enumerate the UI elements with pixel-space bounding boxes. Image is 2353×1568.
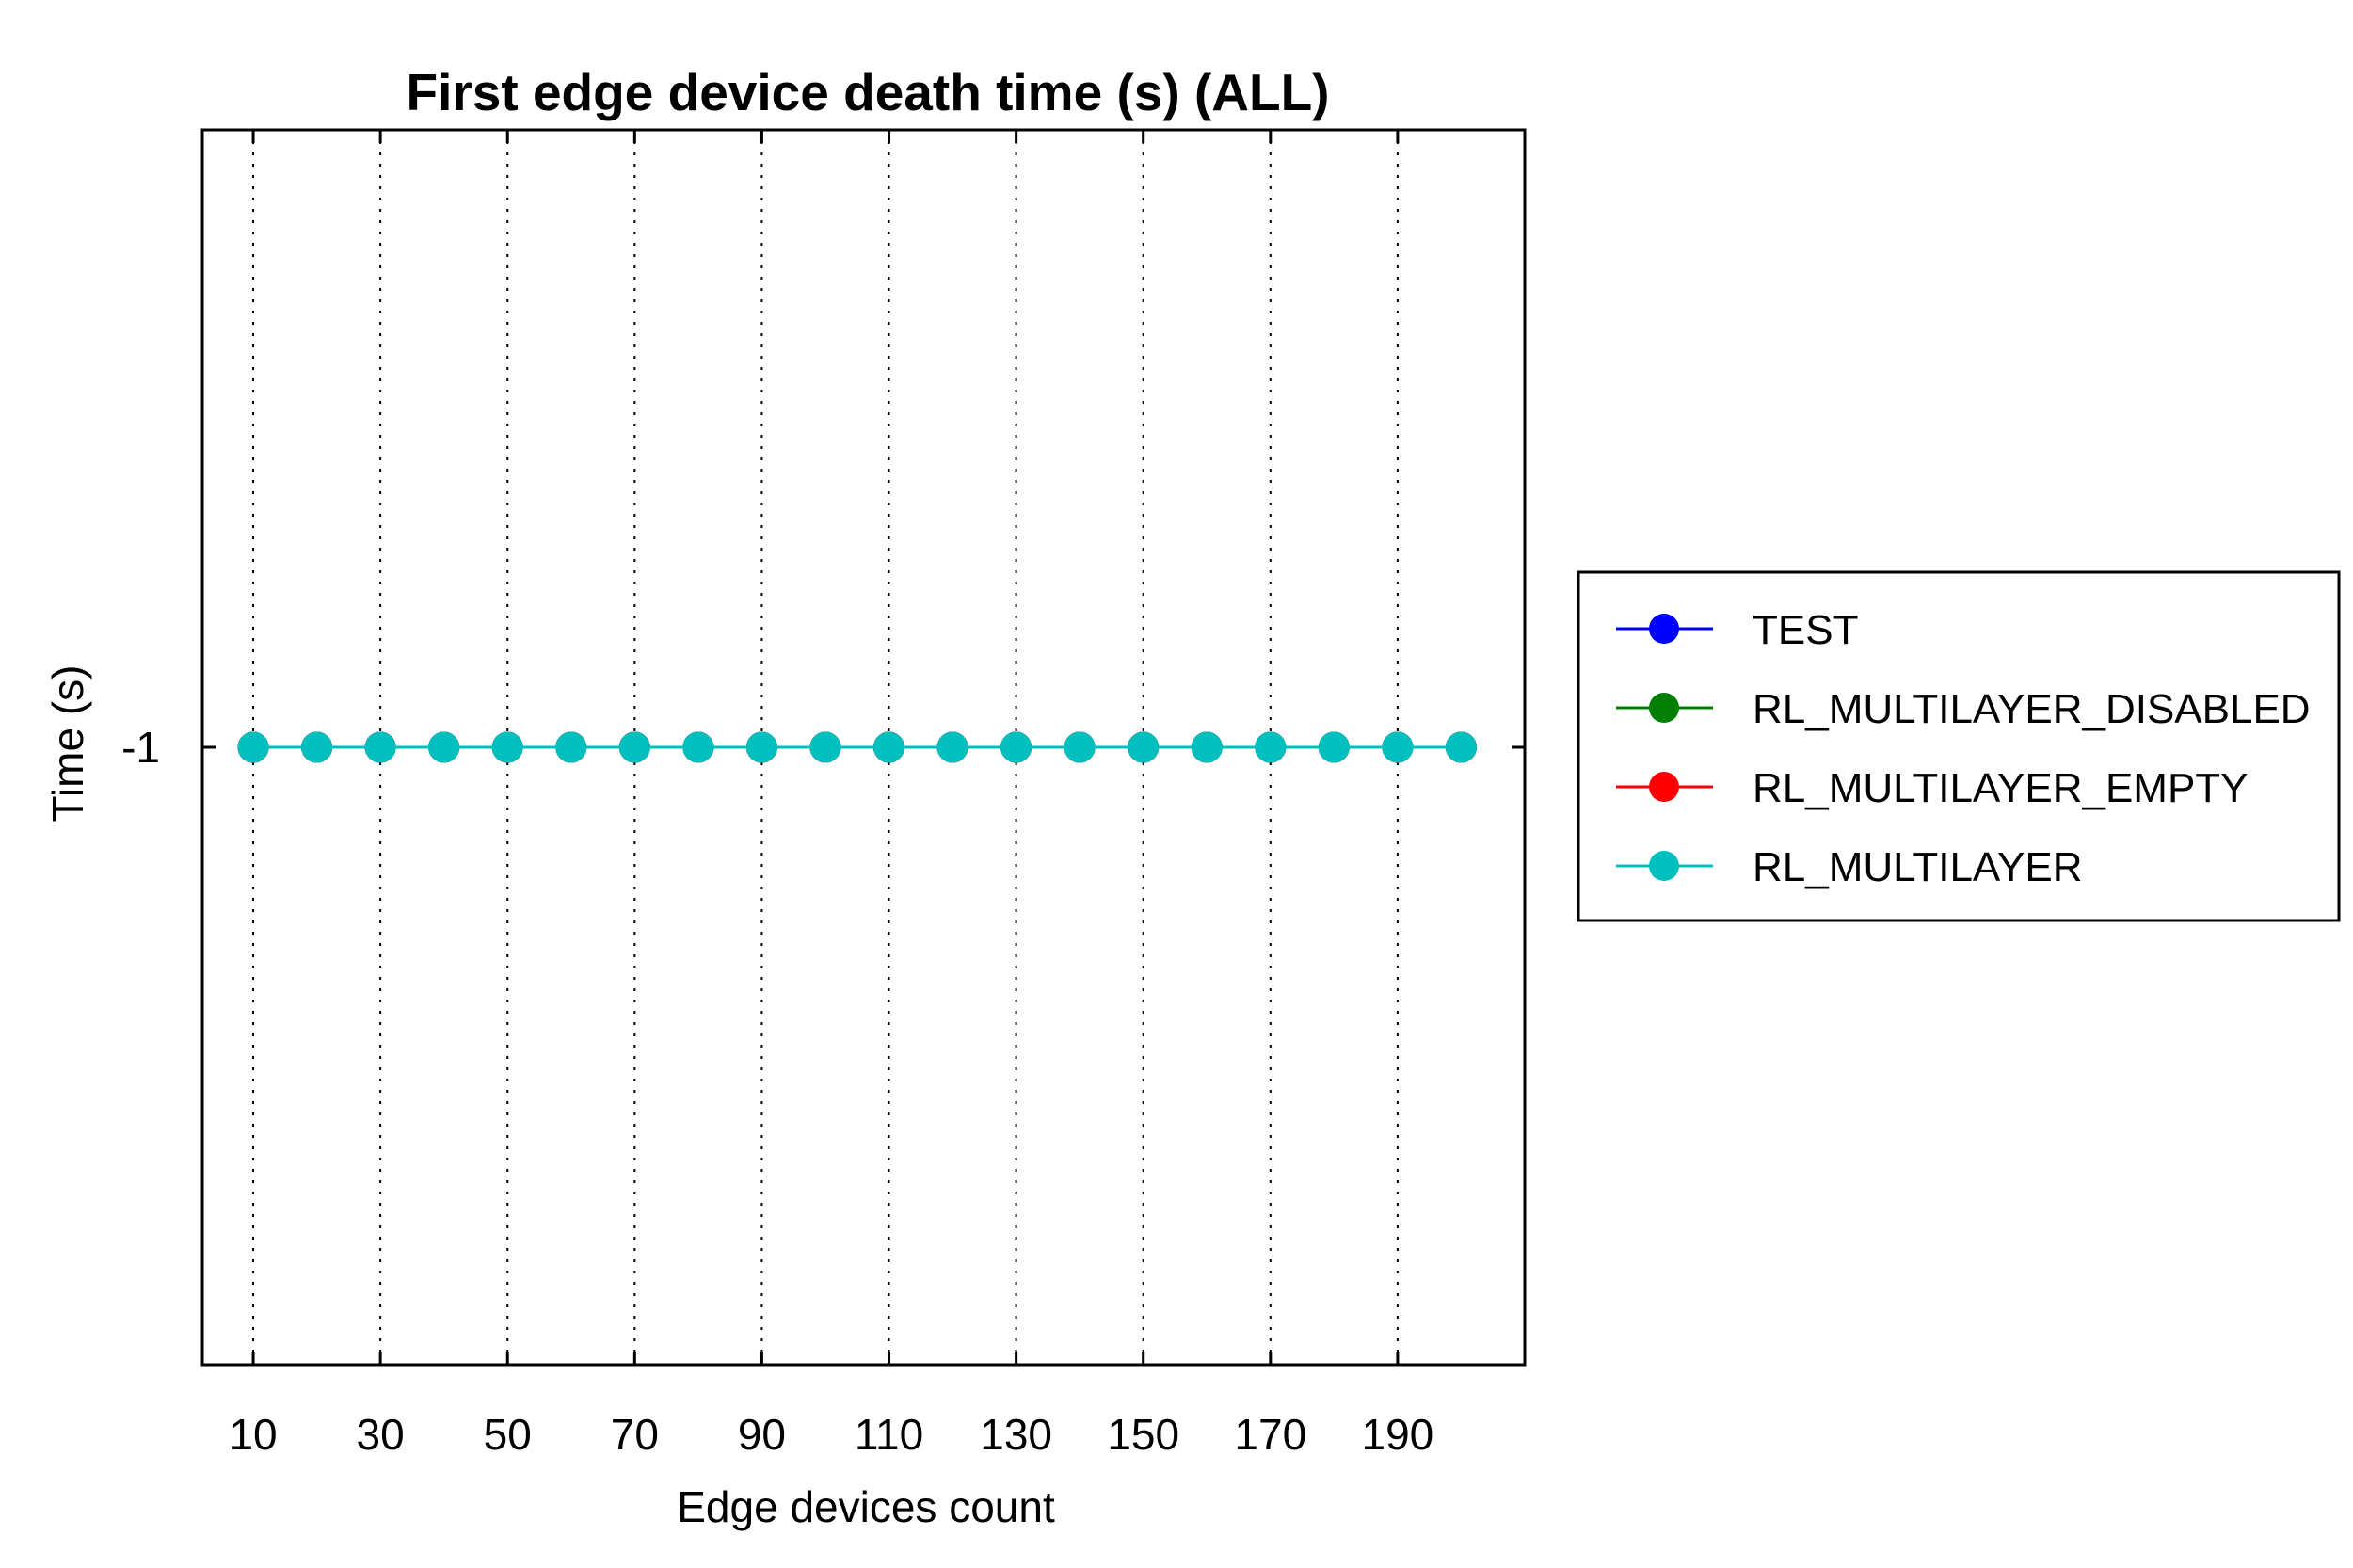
legend-item: RL_MULTILAYER (1616, 844, 2082, 890)
series-rl-multilayer (237, 731, 1477, 763)
legend-label: TEST (1753, 607, 1858, 653)
legend-marker-swatch (1649, 851, 1679, 881)
x-axis-label: Edge devices count (677, 1482, 1055, 1531)
data-point (745, 731, 777, 763)
y-tick-label: -1 (121, 723, 160, 772)
data-point (618, 731, 650, 763)
data-point (1255, 731, 1287, 763)
legend-label: RL_MULTILAYER_DISABLED (1753, 686, 2311, 732)
x-tick-label: 50 (484, 1410, 532, 1459)
data-point (682, 731, 714, 763)
legend-label: RL_MULTILAYER_EMPTY (1753, 765, 2249, 811)
data-point (364, 731, 396, 763)
data-point (1382, 731, 1414, 763)
tick-layer: 10 30 50 70 90 110 130 150 170 190 -1 (121, 130, 1525, 1459)
data-point (428, 731, 460, 763)
data-point (1318, 731, 1350, 763)
data-point (1128, 731, 1160, 763)
series-layer (237, 731, 1477, 763)
x-tick-label: 150 (1107, 1410, 1179, 1459)
x-tick-label: 30 (357, 1410, 405, 1459)
legend-label: RL_MULTILAYER (1753, 844, 2082, 890)
legend-item: RL_MULTILAYER_EMPTY (1616, 765, 2249, 811)
data-point (491, 731, 523, 763)
y-axis-label: Time (s) (43, 665, 92, 823)
grid-layer (252, 130, 1399, 1365)
legend-marker-swatch (1649, 614, 1679, 644)
legend-item: RL_MULTILAYER_DISABLED (1616, 686, 2311, 732)
data-point (237, 731, 269, 763)
legend: TEST RL_MULTILAYER_DISABLED RL_MULTILAYER_… (1577, 570, 2341, 922)
legend-marker-swatch (1649, 772, 1679, 802)
legend-marker-swatch (1649, 693, 1679, 723)
x-tick-label: 90 (738, 1410, 786, 1459)
data-point (873, 731, 905, 763)
data-point (1445, 731, 1477, 763)
data-point (809, 731, 841, 763)
data-point (936, 731, 968, 763)
x-tick-label: 130 (980, 1410, 1052, 1459)
chart-title: First edge device death time (s) (ALL) (406, 63, 1329, 121)
data-point (1064, 731, 1096, 763)
legend-item: TEST (1616, 607, 1858, 653)
x-tick-label: 10 (229, 1410, 277, 1459)
x-tick-label: 70 (611, 1410, 659, 1459)
data-point (301, 731, 333, 763)
data-point (1000, 731, 1032, 763)
x-tick-label: 190 (1362, 1410, 1434, 1459)
x-tick-label: 170 (1234, 1410, 1306, 1459)
data-point (1191, 731, 1223, 763)
legend-box (1577, 570, 2341, 922)
data-point (555, 731, 587, 763)
x-tick-label: 110 (855, 1410, 923, 1459)
